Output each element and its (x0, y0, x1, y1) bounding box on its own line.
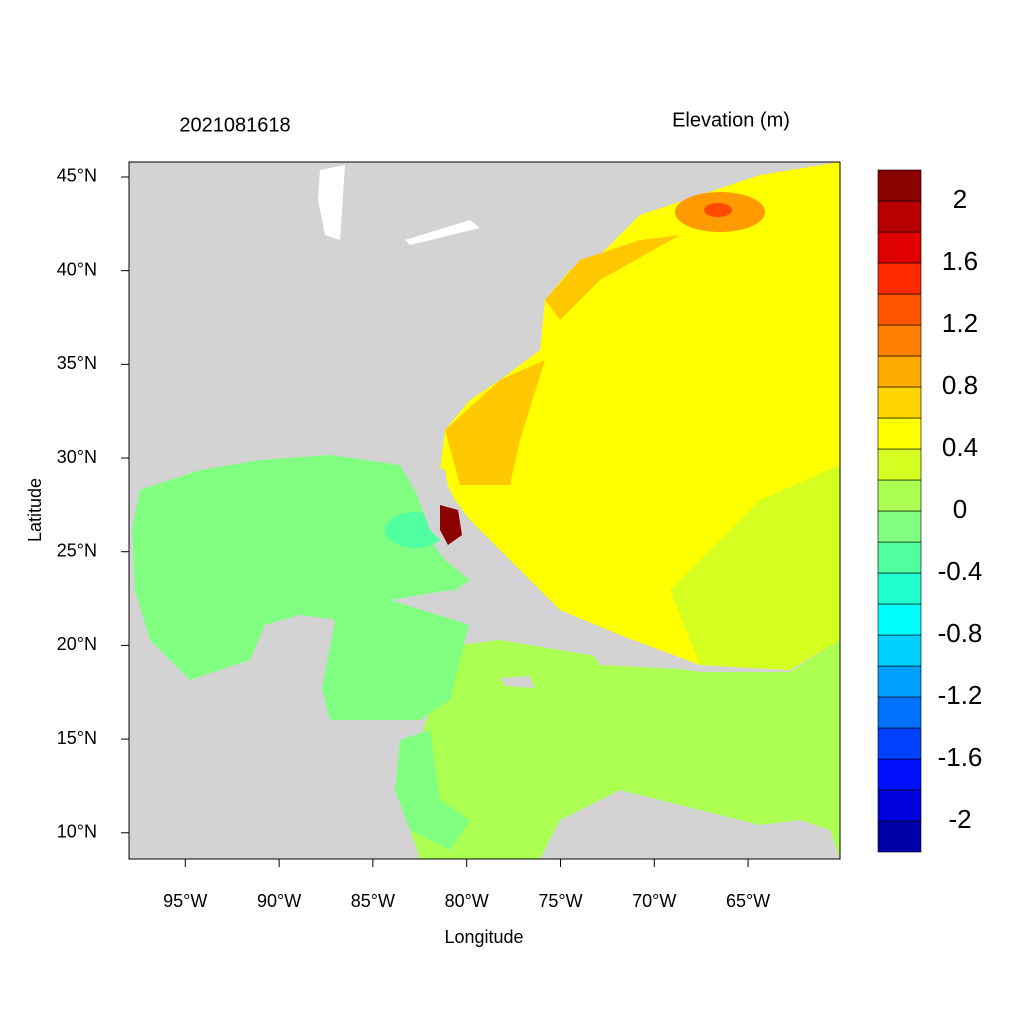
colorbar-label: -2 (948, 804, 971, 834)
colorbar-box (877, 479, 922, 512)
colorbar-label: -0.4 (938, 556, 983, 586)
west-caribbean-field (320, 600, 470, 720)
central-america-coast-field (395, 730, 470, 850)
colorbar-box (877, 820, 922, 853)
x-tick-label: 95°W (163, 891, 207, 911)
colorbar-label: 1.2 (942, 308, 978, 338)
atlantic-east-field (670, 465, 840, 670)
yucatan (265, 615, 335, 700)
colorbar-box (877, 231, 922, 264)
colorbar-box (877, 634, 922, 667)
colorbar-box (877, 727, 922, 760)
y-tick-label: 15°N (57, 728, 97, 748)
colorbar-box (877, 386, 922, 419)
coastal-surge-field (445, 360, 545, 485)
y-tick-label: 10°N (57, 822, 97, 842)
florida-surge (440, 505, 462, 545)
colorbar-box (877, 200, 922, 233)
colorbar-box (877, 510, 922, 543)
y-tick-label: 25°N (57, 540, 97, 560)
colorbar-box (877, 417, 922, 450)
gulf-field (132, 455, 470, 680)
colorbar-label: -1.6 (938, 742, 983, 772)
x-tick-label: 80°W (445, 891, 489, 911)
colorbar-label: 1.6 (942, 246, 978, 276)
colorbar-box (877, 603, 922, 636)
colorbar-box (877, 293, 922, 326)
x-tick-label: 85°W (351, 891, 395, 911)
south-america (540, 790, 840, 859)
map-field (129, 162, 840, 859)
jamaica (500, 676, 535, 688)
y-tick-label: 45°N (57, 166, 97, 186)
colorbar-label: 0.8 (942, 370, 978, 400)
colorbar-label: -1.2 (938, 680, 983, 710)
cuba (390, 590, 560, 645)
y-tick-label: 30°N (57, 447, 97, 467)
x-tick-label: 70°W (632, 891, 676, 911)
colorbar-label: 2 (953, 184, 967, 214)
colorbar-label: 0 (953, 494, 967, 524)
plot-frame (128, 161, 841, 860)
colorbar-box (877, 355, 922, 388)
y-axis-label: Latitude (25, 478, 45, 542)
y-tick-label: 20°N (57, 634, 97, 654)
colorbar-box (877, 572, 922, 605)
hispaniola (590, 650, 700, 670)
x-tick-label: 65°W (726, 891, 770, 911)
surge-core (704, 203, 732, 217)
colorbar-box (877, 169, 922, 202)
map-date: 2021081618 (179, 114, 290, 136)
colorbar-box (877, 541, 922, 574)
colorbar-label: 0.4 (942, 432, 978, 462)
y-tick-label: 40°N (57, 259, 97, 279)
colorbar-label: -0.8 (938, 618, 983, 648)
colorbar-box (877, 448, 922, 481)
colorbar-box (877, 696, 922, 729)
lake-erie (405, 220, 480, 245)
y-tick-label: 35°N (57, 353, 97, 373)
northeast-coastal-field (545, 235, 680, 320)
colorbar-box (877, 789, 922, 822)
colorbar-box (877, 665, 922, 698)
great-lakes (318, 165, 345, 240)
colorbar-box (877, 262, 922, 295)
x-tick-label: 75°W (538, 891, 582, 911)
colorbar-title: Elevation (m) (672, 109, 790, 131)
caribbean-field (400, 640, 840, 859)
colorbar-box (877, 758, 922, 791)
colorbar-box (877, 324, 922, 357)
x-tick-label: 90°W (257, 891, 301, 911)
x-axis-label: Longitude (444, 927, 523, 947)
